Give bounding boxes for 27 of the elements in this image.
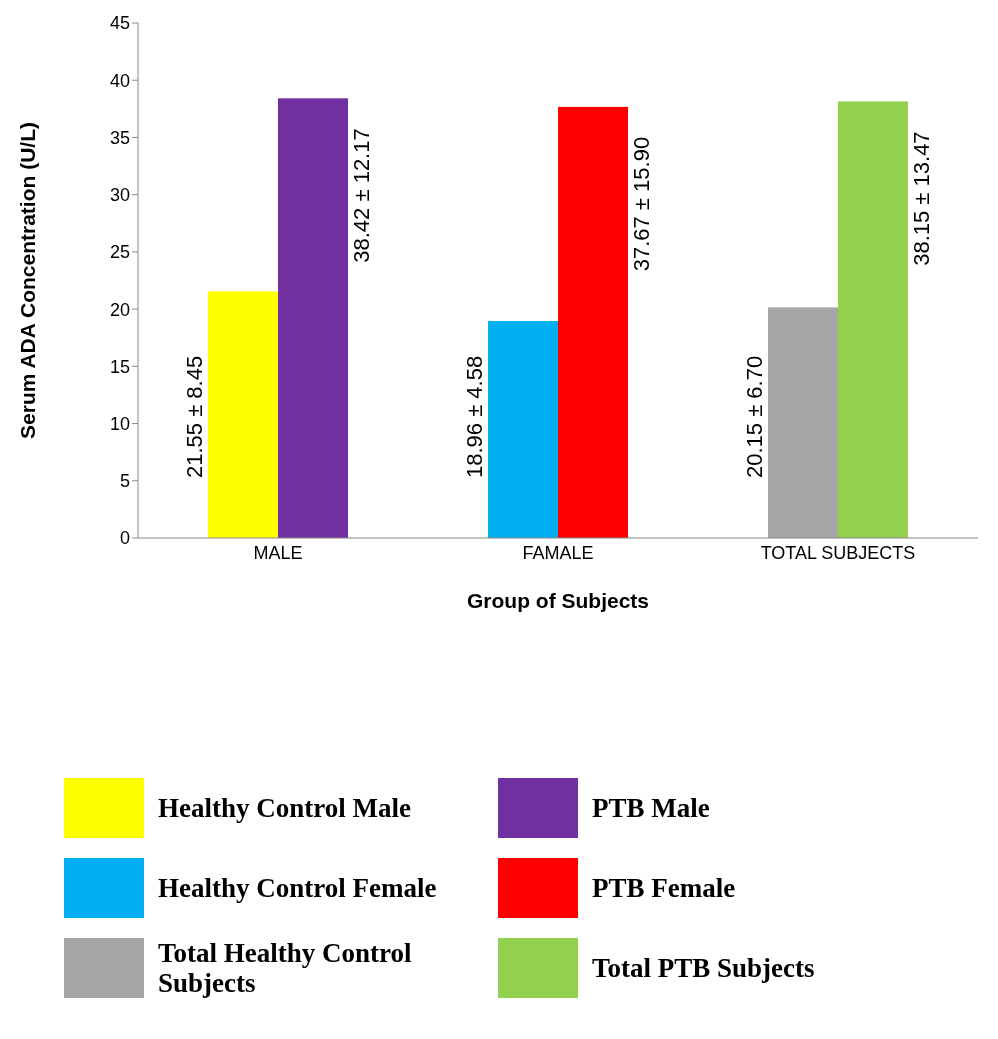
y-tick-label: 15 [109,356,130,377]
data-label: 18.96 ± 4.58 [461,355,487,478]
y-tick-label: 20 [109,299,130,320]
y-tick-label: 45 [109,13,130,34]
legend-label: PTB Female [591,873,737,903]
y-tick-label: 30 [109,185,130,206]
legend-label: Healthy Control Female [157,873,438,903]
data-label: 20.15 ± 6.70 [741,355,767,478]
legend-label: Healthy Control Male [157,793,412,823]
y-tick-label: 25 [109,242,130,263]
data-label: 37.67 ± 15.90 [629,136,655,272]
data-label: 38.42 ± 12.17 [349,128,375,263]
y-axis-title: Serum ADA Concentration (U/L) [16,122,40,439]
legend-label: Total PTB Subjects [591,953,816,983]
legend-label: Total Healthy Control Subjects [157,938,413,998]
x-axis-title: Group of Subjects [466,589,650,612]
x-tick-label: MALE [253,542,303,563]
x-tick-label: TOTAL SUBJECTS [760,542,916,563]
x-tick-label: FAMALE [522,542,594,563]
y-tick-label: 35 [109,127,130,148]
y-tick-label: 0 [119,528,130,549]
y-tick-label: 10 [109,413,130,434]
data-label: 38.15 ± 13.47 [909,131,935,266]
data-label: 21.55 ± 8.45 [181,355,207,478]
y-tick-label: 5 [119,471,130,492]
y-tick-label: 40 [109,70,130,91]
legend-label: PTB Male [591,793,711,823]
